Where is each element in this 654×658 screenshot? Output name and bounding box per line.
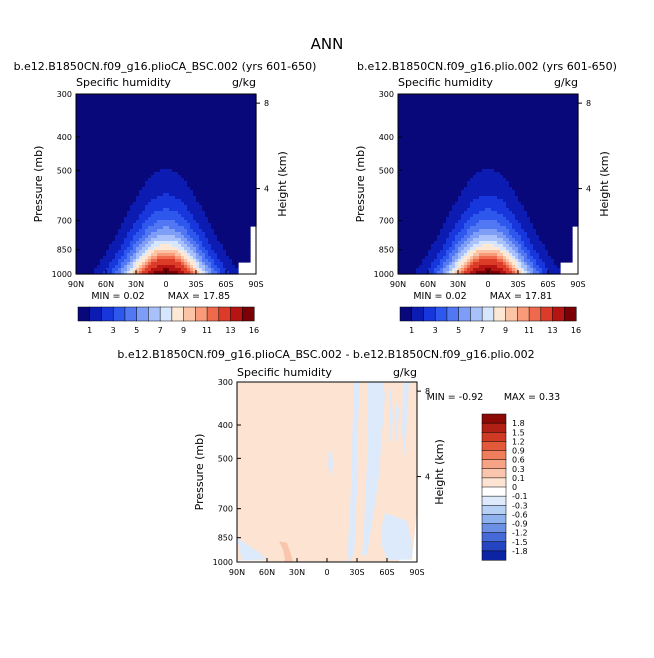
panel-right-units: g/kg xyxy=(554,76,578,89)
panel-right: b.e12.B1850CN.f09_g16.plio.002 (yrs 601-… xyxy=(354,60,617,335)
colorbar-swatch xyxy=(219,307,231,321)
x-tick-label: 90N xyxy=(68,280,84,289)
plot-area-left xyxy=(76,94,257,275)
y-tick-label: 850 xyxy=(57,246,72,255)
x-tick-label: 60N xyxy=(98,280,114,289)
colorbar-label: 7 xyxy=(158,326,163,335)
colorbar-swatch xyxy=(125,307,137,321)
y-tick-label: 1000 xyxy=(52,270,72,279)
field-cell xyxy=(247,259,251,263)
x-tick-label: 0 xyxy=(163,280,168,289)
colorbar-swatch xyxy=(148,307,160,321)
panel-left: b.e12.B1850CN.f09_g16.plioCA_BSC.002 (yr… xyxy=(14,60,317,335)
page-title: ANN xyxy=(311,35,344,53)
y-tick-label: 300 xyxy=(57,90,72,99)
height-tick-label: 8 xyxy=(264,99,269,108)
panel-right-field: Specific humidity xyxy=(398,76,493,89)
colorbar-swatch xyxy=(137,307,149,321)
panel-left-units: g/kg xyxy=(232,76,256,89)
colorbar-swatch xyxy=(101,307,113,321)
min-label-left: MIN = 0.02 xyxy=(91,291,144,302)
x-tick-label: 30S xyxy=(188,280,203,289)
y-axis-right-label-left: Height (km) xyxy=(276,151,289,217)
colorbar-label: 3 xyxy=(111,326,116,335)
colorbar-swatch xyxy=(231,307,243,321)
colorbar-swatch xyxy=(242,307,254,321)
y-axis-label-left: Pressure (mb) xyxy=(32,146,45,223)
colorbar-swatch xyxy=(195,307,207,321)
x-tick-label: 30N xyxy=(128,280,144,289)
height-tick-label: 4 xyxy=(264,185,269,194)
colorbar-swatch xyxy=(90,307,102,321)
panel-left-case: b.e12.B1850CN.f09_g16.plioCA_BSC.002 (yr… xyxy=(14,60,317,73)
colorbar-swatch xyxy=(113,307,125,321)
x-tick-label: 60S xyxy=(218,280,233,289)
x-tick-label: 90S xyxy=(248,280,263,289)
colorbar-label: 11 xyxy=(202,326,212,335)
colorbar-swatch xyxy=(78,307,90,321)
colorbar-label: 16 xyxy=(249,326,259,335)
colorbar-swatch xyxy=(172,307,184,321)
colorbar-swatch xyxy=(184,307,196,321)
max-label-left: MAX = 17.85 xyxy=(168,291,230,302)
y-tick-label: 700 xyxy=(57,217,72,226)
colorbar-swatch xyxy=(207,307,219,321)
colorbar-label: 13 xyxy=(225,326,235,335)
plot-area-right xyxy=(398,94,579,275)
colorbar-label: 1 xyxy=(87,326,92,335)
colorbar-label: 5 xyxy=(134,326,139,335)
panel-right-case: b.e12.B1850CN.f09_g16.plio.002 (yrs 601-… xyxy=(357,60,617,73)
y-tick-label: 500 xyxy=(57,166,72,175)
panel-left-field: Specific humidity xyxy=(76,76,171,89)
y-tick-label: 400 xyxy=(57,133,72,142)
colorbar-swatch xyxy=(160,307,172,321)
colorbar-label: 9 xyxy=(181,326,186,335)
